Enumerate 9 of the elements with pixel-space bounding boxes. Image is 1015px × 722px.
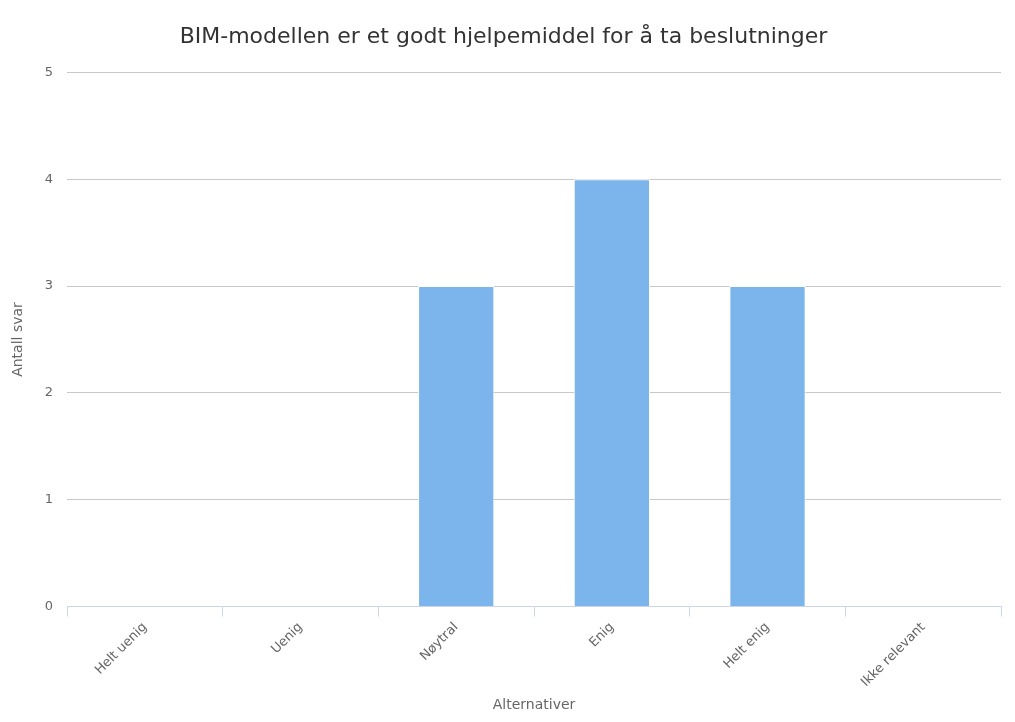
chart-title: BIM-modellen er et godt hjelpemiddel for å ta beslutninger	[179, 22, 829, 48]
x-axis-title: Alternativer	[492, 696, 576, 713]
y-tick-label: 1	[44, 491, 54, 507]
y-tick-label: 0	[44, 597, 54, 613]
y-tick-label: 2	[44, 384, 54, 400]
y-axis-title: Antall svar	[9, 301, 26, 377]
y-tick-label: 3	[44, 277, 54, 293]
y-tick-label: 5	[44, 63, 54, 79]
y-tick-label: 4	[44, 170, 54, 186]
